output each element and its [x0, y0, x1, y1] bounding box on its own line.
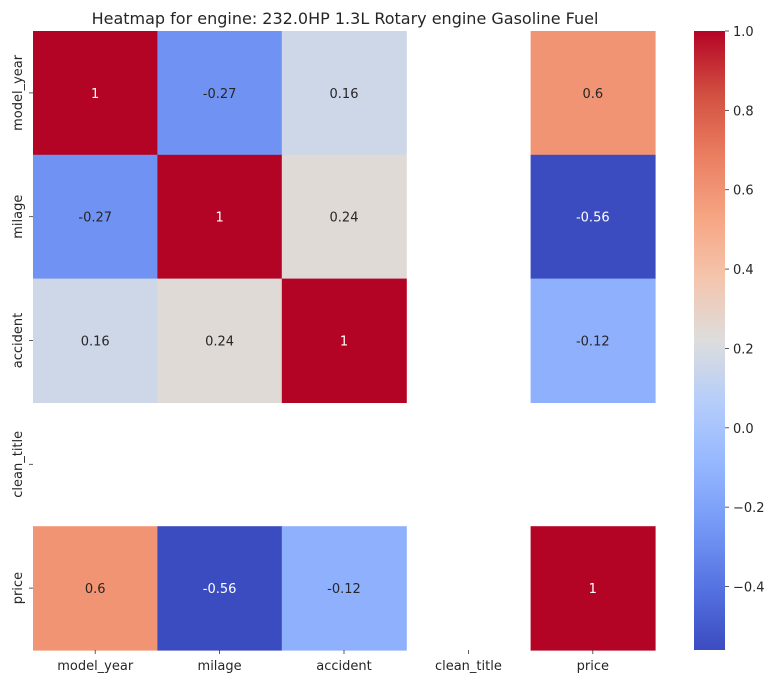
x-axis: model_year milage accident clean_title price	[57, 650, 609, 674]
colorbar-tick-label: 0.8	[733, 104, 754, 119]
cell-annotation: 0.24	[330, 211, 359, 226]
colorbar-tick-label: 0.6	[733, 184, 754, 199]
heatmap-cell	[157, 31, 283, 156]
colorbar-tick-label: −0.2	[733, 501, 765, 516]
x-tick-label: accident	[316, 659, 371, 674]
heatmap-cell	[530, 31, 656, 156]
heatmap-cell	[281, 526, 407, 651]
heatmap-cells	[33, 31, 656, 651]
colorbar-tick-label: 1.0	[733, 25, 754, 40]
heatmap-cell	[157, 154, 283, 280]
heatmap-cell	[157, 278, 283, 403]
x-tick-label: price	[577, 659, 609, 674]
x-tick-label: clean_title	[435, 659, 502, 674]
cell-annotation: 0.24	[205, 335, 234, 350]
y-tick-label: model_year	[11, 54, 26, 131]
heatmap-cell	[33, 526, 158, 651]
y-tick-label: milage	[11, 195, 26, 239]
heatmap-cell	[281, 278, 407, 403]
cell-annotation: 0.6	[582, 87, 603, 102]
heatmap-cell	[157, 526, 283, 651]
cell-annotation: 1	[589, 582, 597, 597]
cell-annotations: 1 -0.27 0.16 0.6 -0.27 1 0.24 -0.56 0.16 0.24 1 -0.…	[78, 87, 609, 597]
heatmap-cell	[33, 154, 158, 280]
y-tick-label: accident	[11, 313, 26, 368]
chart-title: Heatmap for engine: 232.0HP 1.3L Rotary …	[92, 9, 599, 28]
colorbar-tick-label: −0.4	[733, 581, 765, 596]
heatmap-cell	[33, 278, 158, 403]
colorbar-tick-label: 0.2	[733, 342, 754, 357]
cell-annotation: -0.12	[576, 335, 610, 350]
heatmap-cell	[530, 154, 656, 280]
y-tick-label: clean_title	[11, 431, 26, 498]
cell-annotation: -0.56	[203, 582, 237, 597]
colorbar-tick-label: 0.4	[733, 263, 754, 278]
cell-annotation: -0.27	[78, 211, 112, 226]
cell-annotation: 0.16	[81, 335, 110, 350]
cell-annotation: 1	[91, 87, 99, 102]
heatmap-cell	[33, 31, 158, 156]
cell-annotation: -0.27	[203, 87, 237, 102]
y-tick-label: price	[11, 572, 26, 604]
colorbar: −0.4 −0.2 0.0 0.2 0.4 0.6 0.8 1.0	[694, 25, 765, 650]
cell-annotation: 0.6	[85, 582, 106, 597]
heatmap-cell	[530, 278, 656, 403]
x-tick-label: model_year	[57, 659, 134, 674]
x-tick-label: milage	[198, 659, 242, 674]
colorbar-tick-label: 0.0	[733, 422, 754, 437]
cell-annotation: 1	[340, 335, 348, 350]
cell-annotation: 0.16	[330, 87, 359, 102]
heatmap-cell	[281, 31, 407, 156]
colorbar-gradient	[694, 31, 725, 650]
cell-annotation: 1	[215, 211, 223, 226]
heatmap-cell	[530, 526, 656, 651]
heatmap-cell	[281, 154, 407, 280]
cell-annotation: -0.12	[327, 582, 361, 597]
cell-annotation: -0.56	[576, 211, 610, 226]
